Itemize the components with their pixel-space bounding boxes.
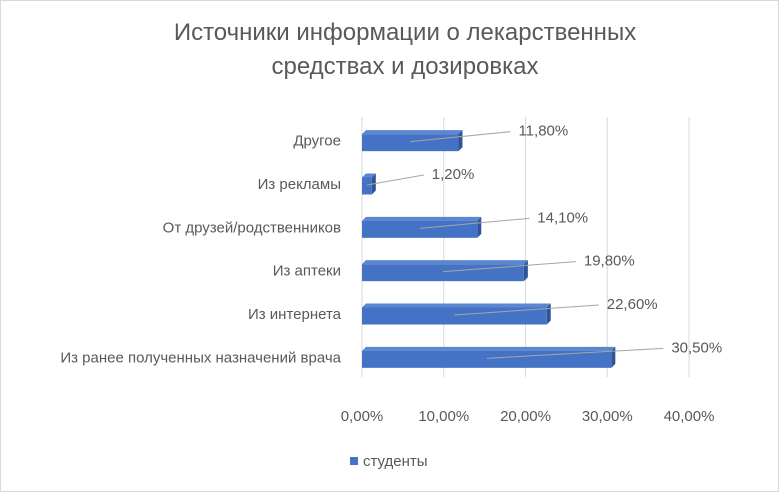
bar-top [362,260,528,265]
bar-side [458,130,463,152]
bar [362,220,478,238]
category-label: От друзей/родственников [163,219,341,236]
chart-title: Источники информации о лекарственных сре… [173,19,637,80]
bar-side [611,346,616,368]
category-label: Из аптеки [273,263,341,280]
category-label: Другое [293,133,341,150]
bar-top [362,173,376,178]
data-label: 14,10% [537,209,588,226]
leader-line [419,217,530,229]
gridlines [361,117,690,377]
bar-top [362,346,616,351]
data-label: 19,80% [584,253,635,270]
data-label: 1,20% [432,166,475,183]
legend: студенты [350,451,428,471]
bar-side [477,216,482,238]
bar-top [362,216,482,221]
bar-top [362,303,551,308]
bar [362,134,459,152]
data-label: 22,60% [607,296,658,313]
x-tick-label: 20,00% [500,408,551,425]
x-tick-label: 0,00% [341,408,384,425]
bar [362,264,524,282]
x-tick-label: 40,00% [664,408,715,425]
x-tick-label: 10,00% [418,408,469,425]
data-labels: 30,50% 22,60% 19,80% 14,10% 1,20% 11,80% [366,123,722,359]
leader-line [442,261,576,273]
leader-line [486,347,664,359]
category-labels: Из ранее полученных назначений врача Из и… [60,133,341,367]
data-label: 11,80% [518,123,568,140]
legend-label: студенты [363,452,428,470]
category-label: Из интернета [248,306,342,323]
bar [362,177,372,195]
bars [362,130,616,368]
legend-swatch [350,457,358,465]
leader-line [366,174,424,186]
leader-line [454,304,599,316]
leader-line [410,131,511,143]
x-tick-labels: 0,00% 10,00% 20,00% 30,00% 40,00% [341,408,715,425]
bar-top [362,130,463,135]
category-label: Из ранее полученных назначений врача [60,349,341,366]
category-label: Из рекламы [258,176,341,193]
x-tick-label: 30,00% [582,408,633,425]
data-label: 30,50% [671,339,722,356]
